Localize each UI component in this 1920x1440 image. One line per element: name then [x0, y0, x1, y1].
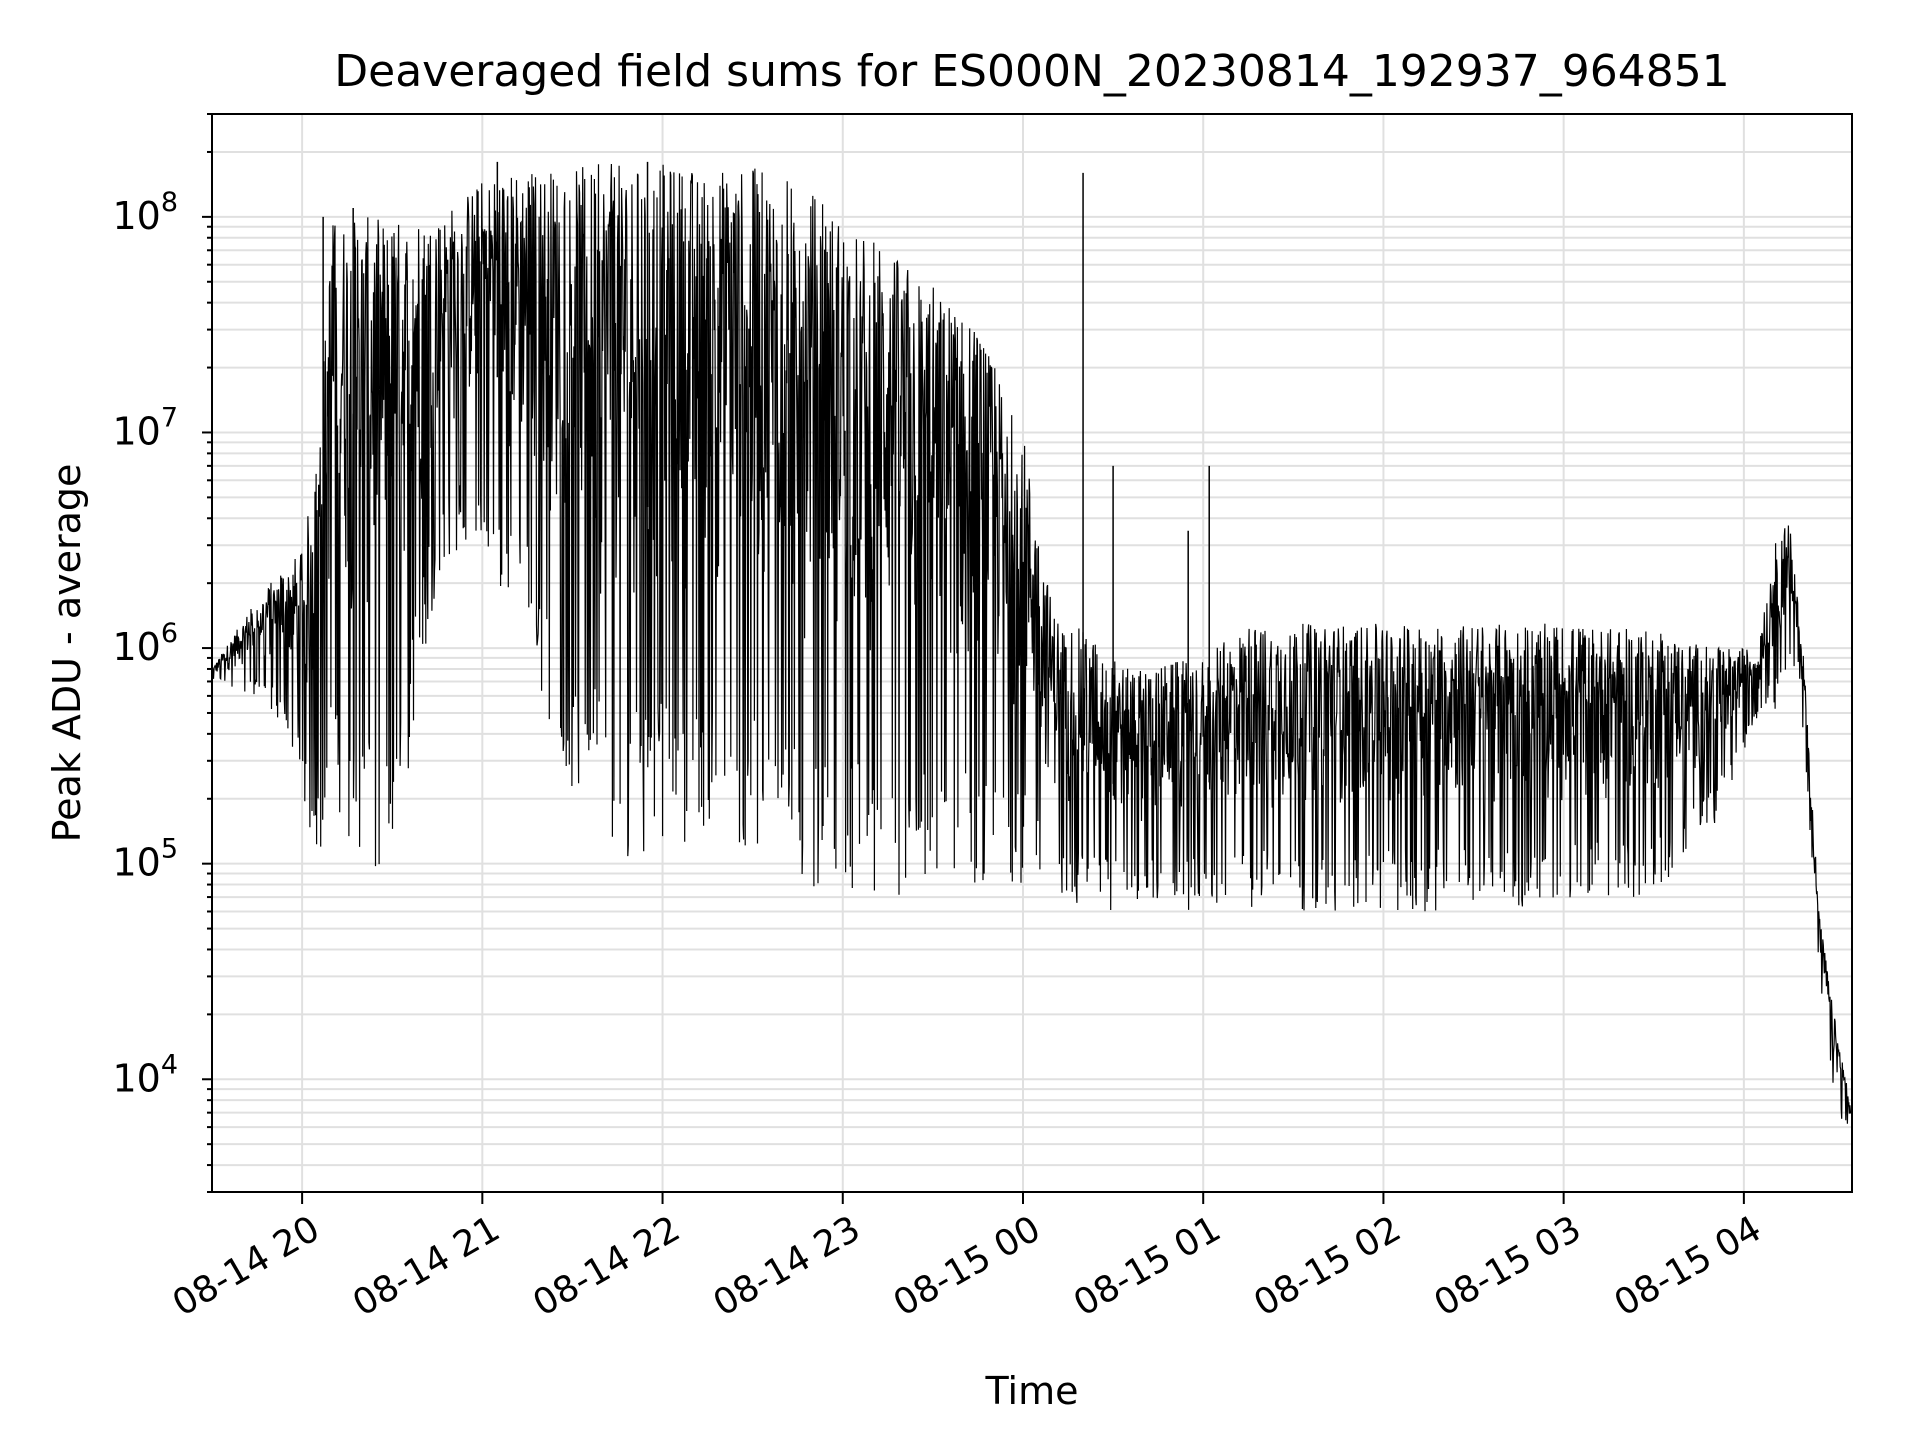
- y-tick-label-exponent: 7: [161, 402, 178, 433]
- y-tick-label-exponent: 6: [161, 618, 178, 649]
- series-line: [211, 163, 1853, 1124]
- y-tick-label: 106: [112, 618, 178, 669]
- x-axis-label: Time: [985, 1369, 1079, 1413]
- plot-frame: [211, 113, 1853, 1193]
- y-tick-label-exponent: 4: [161, 1049, 178, 1080]
- y-tick-label-exponent: 5: [161, 834, 178, 865]
- y-tick-label-base: 10: [112, 841, 160, 885]
- y-tick-label-base: 10: [112, 625, 160, 669]
- y-tick-label: 108: [112, 187, 178, 238]
- y-tick-label-base: 10: [112, 194, 160, 238]
- data-series: [211, 161, 1853, 1124]
- chart-title: Deaveraged field sums for ES000N_2023081…: [334, 46, 1730, 97]
- grid: [212, 113, 1852, 1193]
- y-tick-label: 107: [112, 402, 178, 453]
- y-tick-label-exponent: 8: [161, 187, 178, 218]
- y-tick-label: 105: [112, 834, 178, 885]
- y-tick-label: 104: [112, 1049, 178, 1100]
- y-tick-label-base: 10: [112, 409, 160, 453]
- y-tick-label-base: 10: [112, 1056, 160, 1100]
- y-axis-label: Peak ADU - average: [45, 464, 89, 843]
